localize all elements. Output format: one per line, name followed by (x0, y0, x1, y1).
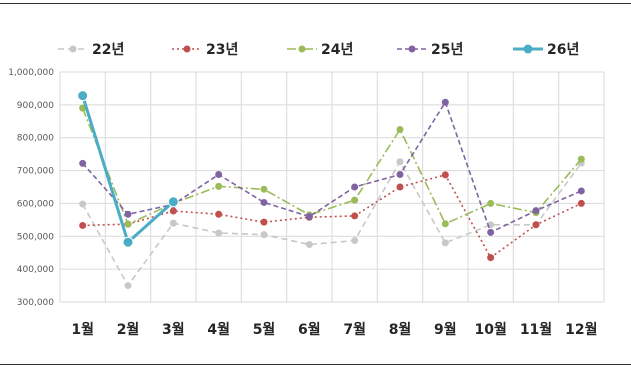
legend-label: 22년 (92, 42, 124, 58)
data-point (441, 220, 449, 228)
bottom-rule (0, 364, 631, 365)
x-tick-label: 8월 (389, 321, 412, 338)
legend-item-2: 23년 (172, 42, 238, 58)
x-tick-label: 4월 (207, 321, 230, 338)
x-tick-label: 5월 (253, 321, 276, 338)
data-point (260, 218, 268, 226)
data-point (577, 199, 585, 207)
y-tick-label: 400,000 (17, 265, 54, 275)
data-point (169, 207, 177, 215)
legend-label: 23년 (206, 42, 238, 58)
data-point (351, 183, 359, 191)
legend-swatch-marker (69, 45, 77, 53)
legend-label: 26년 (547, 42, 579, 58)
legend-item-1: 22년 (58, 42, 124, 58)
legend-swatch-marker (298, 45, 306, 53)
data-point (577, 155, 585, 163)
y-tick-label: 1,000,000 (8, 68, 54, 78)
legend-swatch-marker (408, 45, 416, 53)
legend-label: 24년 (321, 42, 353, 58)
data-point (396, 171, 404, 179)
legend-label: 25년 (431, 42, 463, 58)
data-point (532, 207, 540, 215)
data-point (124, 282, 132, 290)
x-tick-label: 7월 (343, 321, 366, 338)
data-point (215, 171, 223, 179)
legend-item-5: 26년 (513, 42, 579, 58)
data-point (305, 213, 313, 221)
data-point (77, 90, 89, 102)
data-point (79, 159, 87, 167)
y-tick-label: 900,000 (17, 101, 54, 111)
x-tick-label: 9월 (434, 321, 457, 338)
data-point (169, 219, 177, 227)
y-tick-label: 600,000 (17, 199, 54, 209)
top-rule (0, 3, 631, 4)
data-point (396, 183, 404, 191)
data-point (487, 199, 495, 207)
data-point (351, 212, 359, 220)
legend-swatch-marker (523, 44, 533, 54)
data-point (351, 237, 359, 245)
data-point (124, 210, 132, 218)
series-line (82, 100, 582, 234)
data-point (577, 187, 585, 195)
data-point (260, 198, 268, 206)
data-point (260, 231, 268, 239)
gridlines (60, 71, 604, 303)
data-point (441, 171, 449, 179)
data-point (305, 241, 313, 248)
legend-item-3: 24년 (287, 42, 353, 58)
data-point (532, 221, 540, 229)
legend-swatch-marker (183, 45, 191, 53)
data-point (122, 236, 134, 248)
data-point (79, 221, 87, 229)
data-point (215, 229, 223, 237)
series-group (77, 90, 585, 290)
data-point (487, 228, 495, 236)
y-tick-label: 500,000 (17, 232, 54, 242)
x-tick-label: 1월 (71, 321, 94, 338)
x-tick-label: 6월 (298, 321, 321, 338)
series-line (81, 95, 175, 245)
y-tick-label: 800,000 (17, 134, 54, 144)
series-5 (77, 90, 179, 248)
y-axis: 300,000 400,000 500,000 600,000 700,000 800,0… (8, 68, 54, 308)
data-point (215, 182, 223, 190)
data-point (124, 220, 132, 228)
data-point (167, 196, 179, 208)
data-point (215, 210, 223, 218)
data-point (441, 239, 449, 247)
data-point (79, 200, 87, 208)
x-axis: 1월 2월 3월 4월 5월 6월 7월 8월 9월 10월 11월 12월 (71, 321, 597, 338)
data-point (396, 126, 404, 133)
y-tick-label: 700,000 (17, 167, 54, 177)
data-point (260, 185, 268, 193)
x-tick-label: 12월 (565, 321, 597, 338)
series-line (81, 160, 582, 288)
x-tick-label: 11월 (520, 321, 552, 338)
data-point (487, 254, 495, 262)
x-tick-label: 3월 (162, 321, 185, 338)
data-point (351, 196, 359, 204)
data-point (396, 158, 404, 166)
y-tick-label: 300,000 (17, 298, 54, 308)
legend-item-4: 25년 (397, 42, 463, 58)
data-point (441, 98, 449, 106)
x-tick-label: 10월 (474, 321, 506, 338)
x-tick-label: 2월 (117, 321, 140, 338)
legend: 22년 23년 24년 25년 26년 (58, 42, 579, 58)
data-point (79, 104, 87, 112)
